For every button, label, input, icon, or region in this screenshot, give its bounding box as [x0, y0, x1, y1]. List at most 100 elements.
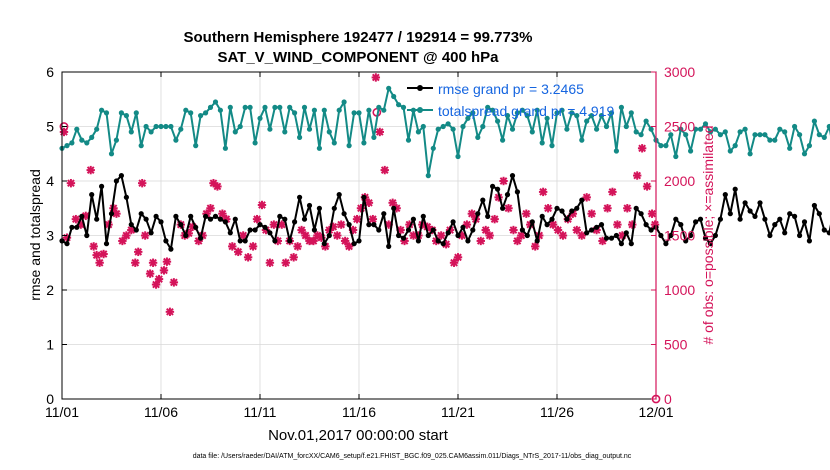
obs-assimilated-marker — [603, 204, 612, 213]
series-point-rmse — [757, 200, 763, 206]
obs-assimilated-marker — [309, 236, 318, 246]
series-point-rmse — [316, 205, 322, 211]
obs-assimilated-marker — [388, 198, 397, 207]
series-point-rmse — [648, 227, 654, 233]
series-point-totalspread — [262, 104, 268, 110]
obs-marker-stroke — [365, 198, 373, 207]
y-tick-label-left: 4 — [46, 173, 54, 189]
series-point-rmse — [500, 205, 506, 211]
obs-marker-stroke — [494, 193, 503, 202]
series-point-rmse — [207, 216, 214, 222]
series-point-rmse — [777, 216, 783, 222]
series-point-totalspread — [188, 110, 194, 116]
series-point-totalspread — [495, 118, 501, 124]
series-point-totalspread — [297, 134, 303, 140]
obs-marker-stroke — [454, 253, 462, 262]
obs-marker-stroke — [92, 251, 101, 259]
series-point-totalspread — [648, 126, 654, 132]
series-point-rmse — [693, 219, 699, 225]
obs-assimilated-marker — [517, 231, 526, 240]
obs-assimilated-marker — [66, 178, 76, 188]
series-point-totalspread — [306, 126, 313, 132]
series-point-totalspread — [321, 107, 327, 113]
series-point-totalspread — [618, 104, 625, 110]
obs-assimilated-marker — [169, 278, 179, 287]
series-point-totalspread — [336, 107, 342, 113]
series-point-rmse — [277, 213, 283, 219]
series-point-totalspread — [203, 110, 209, 116]
obs-marker-stroke — [218, 209, 227, 218]
series-point-totalspread — [341, 99, 347, 105]
series-point-rmse — [564, 216, 570, 222]
series-point-rmse — [643, 222, 649, 228]
series-point-rmse — [623, 230, 629, 236]
obs-marker-stroke — [297, 226, 306, 234]
series-point-totalspread — [524, 113, 530, 119]
obs-assimilated-marker — [218, 209, 227, 218]
legend-rmse-label: rmse grand pr = 3.2465 — [438, 81, 584, 97]
obs-assimilated-marker — [587, 209, 596, 218]
obs-assimilated-marker — [642, 182, 652, 191]
obs-marker-stroke — [213, 182, 222, 191]
legend-spread-label: totalspread grand pr = 4.919 — [438, 103, 615, 119]
series-point-totalspread — [222, 145, 228, 151]
obs-marker-stroke — [522, 209, 531, 218]
series-point-totalspread — [509, 126, 516, 132]
series-point-rmse — [113, 178, 119, 184]
series-point-totalspread — [777, 126, 783, 132]
series-point-totalspread — [747, 151, 753, 157]
series-point-totalspread — [381, 107, 387, 113]
obs-marker-stroke — [568, 209, 577, 218]
series-point-rmse — [188, 213, 194, 219]
series-point-rmse — [321, 241, 327, 247]
series-point-totalspread — [500, 137, 506, 143]
series-point-totalspread — [366, 107, 372, 113]
series-point-rmse — [559, 208, 565, 214]
series-point-rmse — [450, 219, 456, 225]
y-tick-label-right: 1000 — [664, 282, 695, 298]
obs-assimilated-marker — [269, 220, 279, 229]
series-point-rmse — [475, 211, 481, 217]
series-point-rmse — [341, 211, 347, 217]
x-tick-label: 11/21 — [441, 404, 475, 420]
series-point-totalspread — [415, 129, 421, 135]
series-point-rmse — [227, 230, 233, 236]
series-point-totalspread — [683, 132, 689, 138]
series-point-totalspread — [638, 132, 644, 138]
obs-assimilated-marker — [118, 236, 127, 246]
series-point-rmse — [455, 232, 461, 239]
series-point-rmse — [430, 227, 436, 233]
series-point-totalspread — [118, 110, 124, 116]
series-point-totalspread — [425, 173, 431, 179]
series-point-rmse — [435, 238, 441, 244]
series-point-rmse — [712, 232, 719, 239]
series-point-rmse — [594, 224, 600, 230]
series-point-rmse — [292, 219, 298, 225]
series-point-totalspread — [103, 110, 110, 116]
series-point-totalspread — [287, 104, 293, 110]
series-point-rmse — [747, 208, 753, 214]
series-point-rmse — [772, 222, 778, 228]
series-point-rmse — [762, 216, 768, 222]
obs-marker-stroke — [582, 193, 591, 202]
series-point-totalspread — [450, 126, 456, 132]
obs-marker-stroke — [293, 242, 302, 251]
series-point-rmse — [163, 238, 169, 244]
series-point-rmse — [465, 238, 471, 244]
obs-assimilated-marker — [504, 204, 513, 213]
series-point-totalspread — [811, 118, 818, 124]
obs-marker-stroke — [423, 222, 432, 231]
y-tick-label-right: 2000 — [664, 173, 695, 189]
series-point-totalspread — [113, 137, 119, 143]
series-point-totalspread — [782, 129, 788, 135]
obs-assimilated-marker — [364, 198, 374, 207]
series-point-rmse — [415, 238, 421, 244]
series-point-totalspread — [123, 113, 129, 119]
obs-marker-stroke — [603, 204, 612, 213]
series-point-rmse — [658, 232, 664, 239]
series-point-rmse — [806, 238, 813, 244]
obs-assimilated-marker — [165, 307, 175, 316]
obs-assimilated-marker — [154, 274, 164, 284]
series-point-rmse — [707, 241, 714, 247]
series-point-rmse — [425, 232, 431, 239]
